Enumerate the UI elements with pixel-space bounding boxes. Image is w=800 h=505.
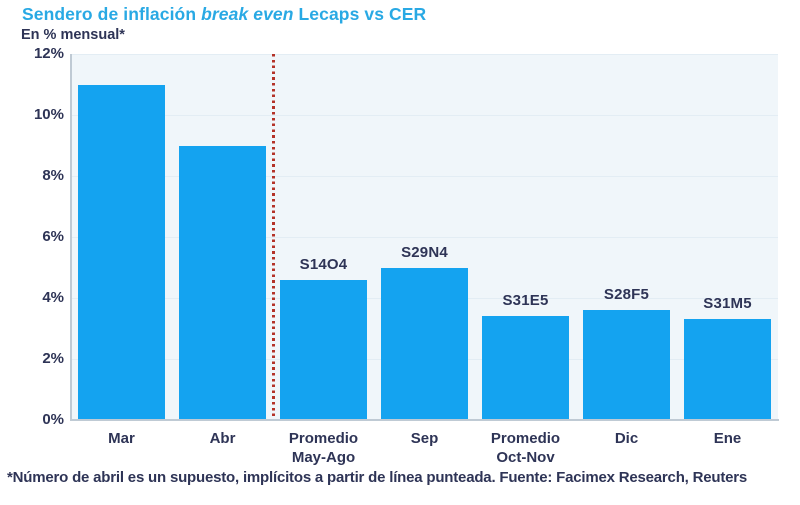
- x-tick-label: Promedio May-Ago: [264, 429, 384, 467]
- x-tick-line: Mar: [108, 430, 135, 447]
- y-tick-label: 12%: [33, 45, 64, 62]
- bar-value-label: S31E5: [502, 292, 549, 310]
- bar-value-label: S31M5: [703, 295, 752, 313]
- x-tick-line: Dic: [614, 430, 639, 447]
- y-tick-label: 10%: [33, 106, 64, 123]
- gridline: [71, 176, 778, 177]
- footnote: *Número de abril es un supuesto, implíci…: [7, 469, 748, 486]
- x-tick-label: Mar: [62, 429, 182, 448]
- dotted-separator-line: [271, 54, 275, 420]
- y-tick-label: 0%: [42, 411, 64, 428]
- x-tick-label: Promedio Oct-Nov: [466, 429, 586, 467]
- bar: [381, 267, 468, 420]
- x-tick-label: Abr: [163, 429, 283, 448]
- x-tick-line: Ene: [713, 430, 742, 447]
- y-tick-label: 8%: [42, 167, 64, 184]
- x-tick-line: May-Ago: [291, 449, 356, 466]
- gridline: [71, 237, 778, 238]
- chart-title: Sendero de inflación break even Lecaps v…: [22, 4, 426, 25]
- x-tick-line: Promedio: [490, 430, 561, 447]
- bar: [280, 279, 367, 420]
- bar-value-label: S29N4: [401, 243, 448, 261]
- x-tick-label: Sep: [365, 429, 485, 448]
- bar: [482, 316, 569, 420]
- y-axis-line: [70, 54, 72, 420]
- chart-subtitle: En % mensual*: [21, 27, 125, 43]
- y-tick-label: 2%: [42, 350, 64, 367]
- y-tick-label: 6%: [42, 228, 64, 245]
- x-tick-line: Oct-Nov: [496, 449, 555, 466]
- x-axis-line: [70, 419, 779, 421]
- x-tick-label: Dic: [567, 429, 687, 448]
- bar: [583, 310, 670, 420]
- y-tick-label: 4%: [42, 289, 64, 306]
- bar-value-label: S28F5: [603, 286, 650, 304]
- x-tick-line: Abr: [209, 430, 236, 447]
- chart-title-prefix: Sendero de inflación: [22, 4, 202, 24]
- gridline: [71, 115, 778, 116]
- chart-title-italic: break even: [201, 4, 294, 24]
- bar: [179, 145, 266, 420]
- gridline: [71, 54, 778, 55]
- chart-title-suffix: Lecaps vs CER: [293, 4, 427, 24]
- bar: [684, 319, 771, 420]
- x-tick-label: Ene: [668, 429, 788, 448]
- bar-value-label: S14O4: [299, 255, 348, 273]
- x-tick-line: Sep: [410, 430, 439, 447]
- bar: [78, 84, 165, 420]
- x-tick-line: Promedio: [288, 430, 359, 447]
